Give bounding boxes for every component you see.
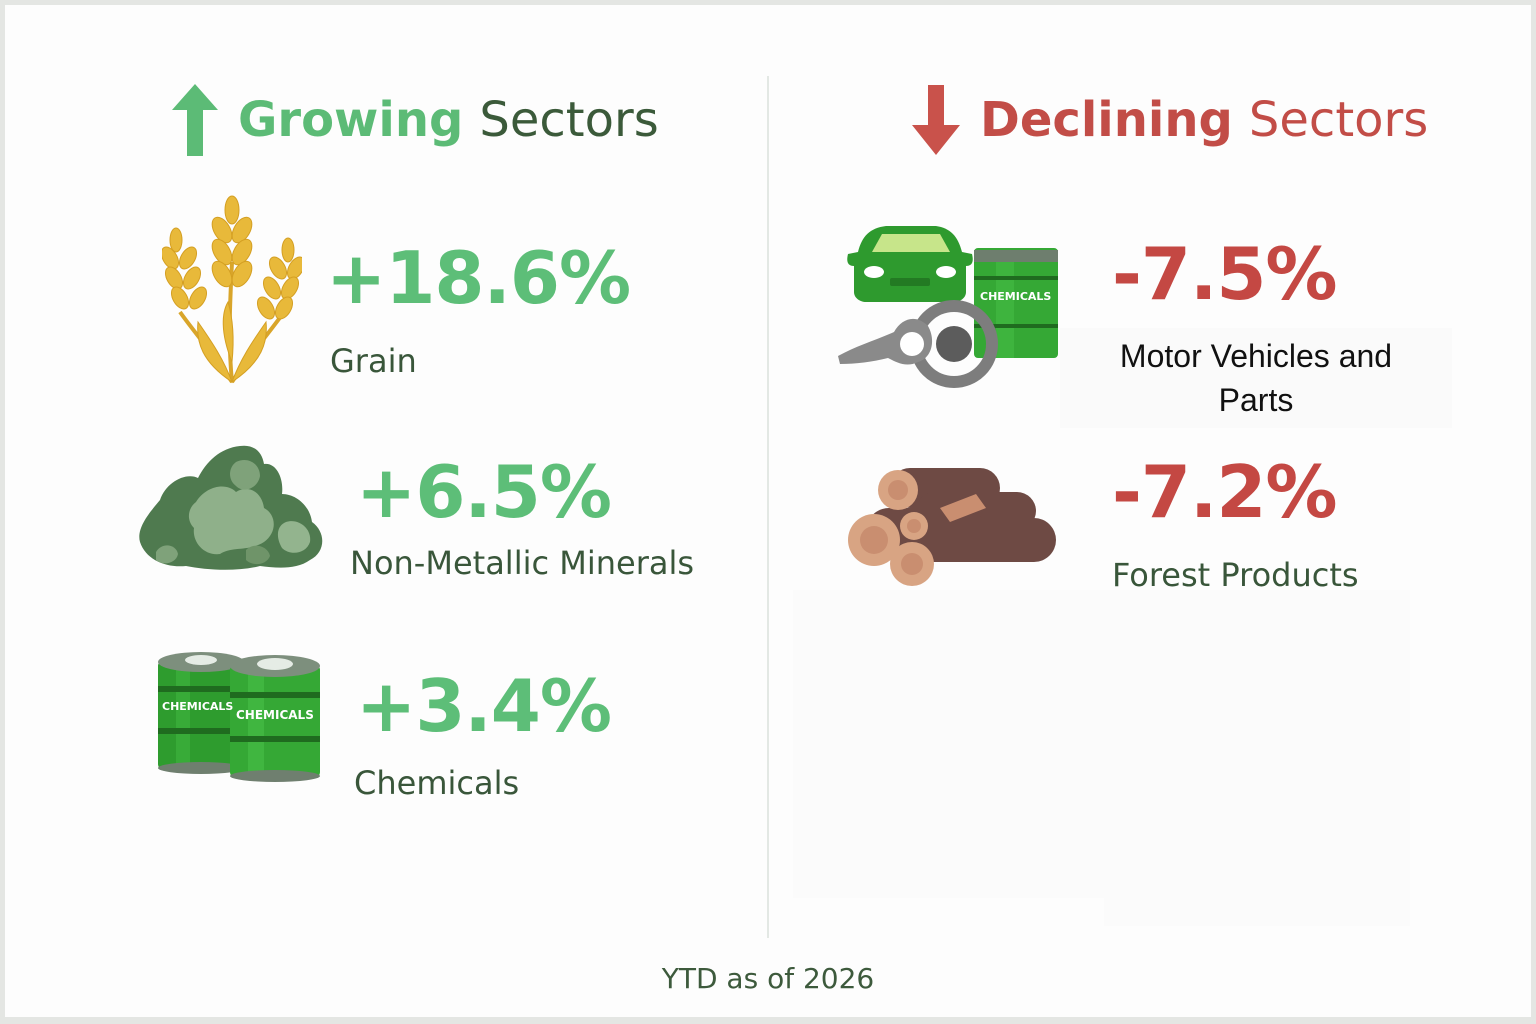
motor-vehicles-value: -7.5% xyxy=(1112,232,1338,316)
grain-value: +18.6% xyxy=(326,236,631,320)
footer-note: YTD as of 2026 xyxy=(661,962,875,995)
declining-heading-strong: Declining xyxy=(980,92,1233,148)
chemicals-value: +3.4% xyxy=(356,664,612,748)
minerals-label: Non-Metallic Minerals xyxy=(350,544,695,582)
minerals-value: +6.5% xyxy=(356,450,612,534)
chemicals-label: Chemicals xyxy=(354,764,520,802)
declining-heading: Declining Sectors xyxy=(912,80,1428,160)
car-parts-chemicals-icon: CHEMICALS xyxy=(836,222,1062,394)
arrow-up-icon xyxy=(172,84,218,156)
growing-heading-rest: Sectors xyxy=(479,92,659,148)
chemical-barrels-icon: CHEMICALS CHEMICALS xyxy=(156,650,322,782)
logs-icon xyxy=(848,468,1056,586)
column-divider xyxy=(767,76,769,938)
blank-region-lower xyxy=(1104,612,1410,926)
barrel-label-left: CHEMICALS xyxy=(162,700,234,713)
forest-products-value: -7.2% xyxy=(1112,450,1338,534)
forest-products-label: Forest Products xyxy=(1112,556,1359,594)
growing-heading: Growing Sectors xyxy=(172,80,659,160)
declining-heading-rest: Sectors xyxy=(1248,92,1429,148)
motor-vehicles-label: Motor Vehicles and Parts xyxy=(1060,328,1452,428)
wheat-icon xyxy=(162,195,302,384)
barrel-label: CHEMICALS xyxy=(980,290,1052,303)
arrow-down-icon xyxy=(912,85,960,155)
grain-label: Grain xyxy=(330,342,417,380)
growing-heading-strong: Growing xyxy=(238,92,464,148)
mineral-pile-icon xyxy=(139,445,323,570)
barrel-label-right: CHEMICALS xyxy=(236,708,314,722)
